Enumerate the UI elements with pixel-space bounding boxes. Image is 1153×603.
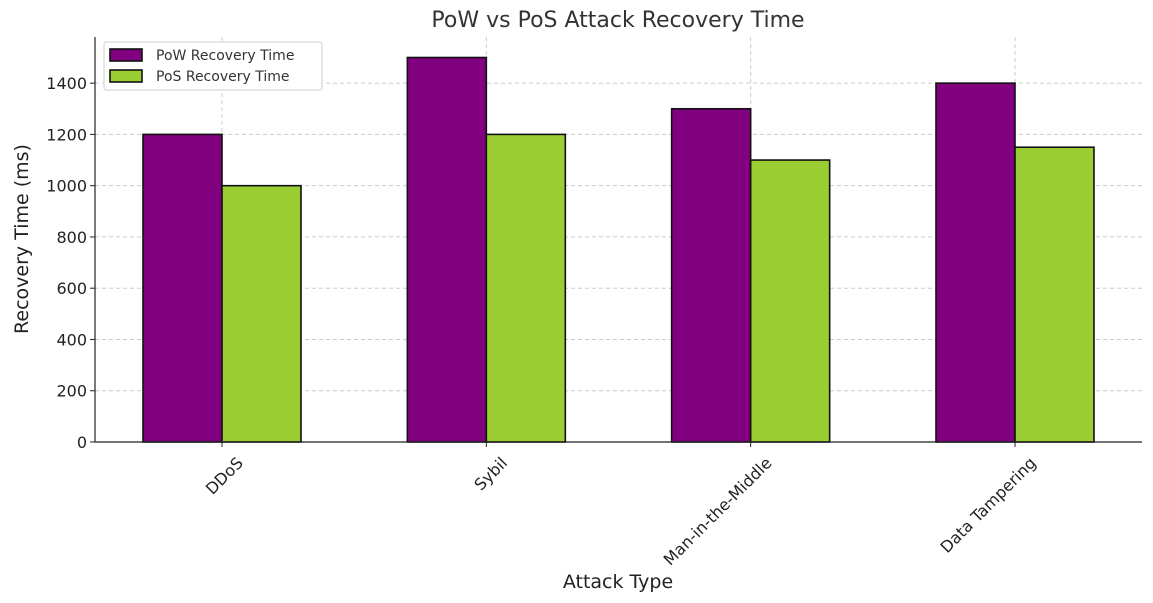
y-tick-label: 1000 bbox=[46, 177, 87, 196]
x-tick-label: Man-in-the-Middle bbox=[660, 453, 776, 569]
axes bbox=[94, 37, 1142, 443]
x-tick-labels: DDoS Sybil Man-in-the-Middle Data Tampering bbox=[202, 442, 1040, 569]
bar-pow-man-in-the-middle bbox=[670, 107, 752, 443]
legend-label-pos: PoS Recovery Time bbox=[156, 69, 289, 85]
y-tick-label: 1200 bbox=[46, 125, 87, 144]
legend: PoW Recovery Time PoS Recovery Time bbox=[103, 41, 323, 91]
bar-pow-data-tampering bbox=[935, 82, 1016, 443]
y-tick-label: 200 bbox=[56, 382, 87, 401]
x-tick-label: Data Tampering bbox=[936, 453, 1039, 556]
legend-box bbox=[103, 41, 323, 91]
y-tick-label: 400 bbox=[56, 330, 87, 349]
bar-pow-sybil bbox=[406, 56, 488, 443]
chart-title: PoW vs PoS Attack Recovery Time bbox=[431, 8, 804, 33]
bar-pos-data-tampering bbox=[1014, 146, 1095, 443]
x-tick-label: DDoS bbox=[202, 453, 247, 498]
y-axis-label: Recovery Time (ms) bbox=[11, 144, 33, 334]
y-tick-labels: 0 200 400 600 800 1000 1200 1400 bbox=[46, 74, 95, 452]
bar-pos-man-in-the-middle bbox=[749, 159, 831, 443]
x-tick-label: Sybil bbox=[470, 453, 511, 494]
bars bbox=[142, 56, 1095, 443]
legend-label-pow: PoW Recovery Time bbox=[156, 48, 294, 64]
bar-pos-ddos bbox=[221, 184, 302, 443]
y-tick-label: 600 bbox=[56, 279, 87, 298]
bar-pos-sybil bbox=[485, 133, 567, 443]
y-tick-label: 1400 bbox=[46, 74, 87, 93]
bar-pow-ddos bbox=[142, 133, 223, 443]
legend-swatch-pos bbox=[109, 69, 143, 83]
x-axis-label: Attack Type bbox=[563, 571, 673, 593]
legend-swatch-pow bbox=[109, 48, 143, 62]
y-tick-label: 800 bbox=[56, 228, 87, 247]
y-tick-label: 0 bbox=[77, 433, 87, 452]
